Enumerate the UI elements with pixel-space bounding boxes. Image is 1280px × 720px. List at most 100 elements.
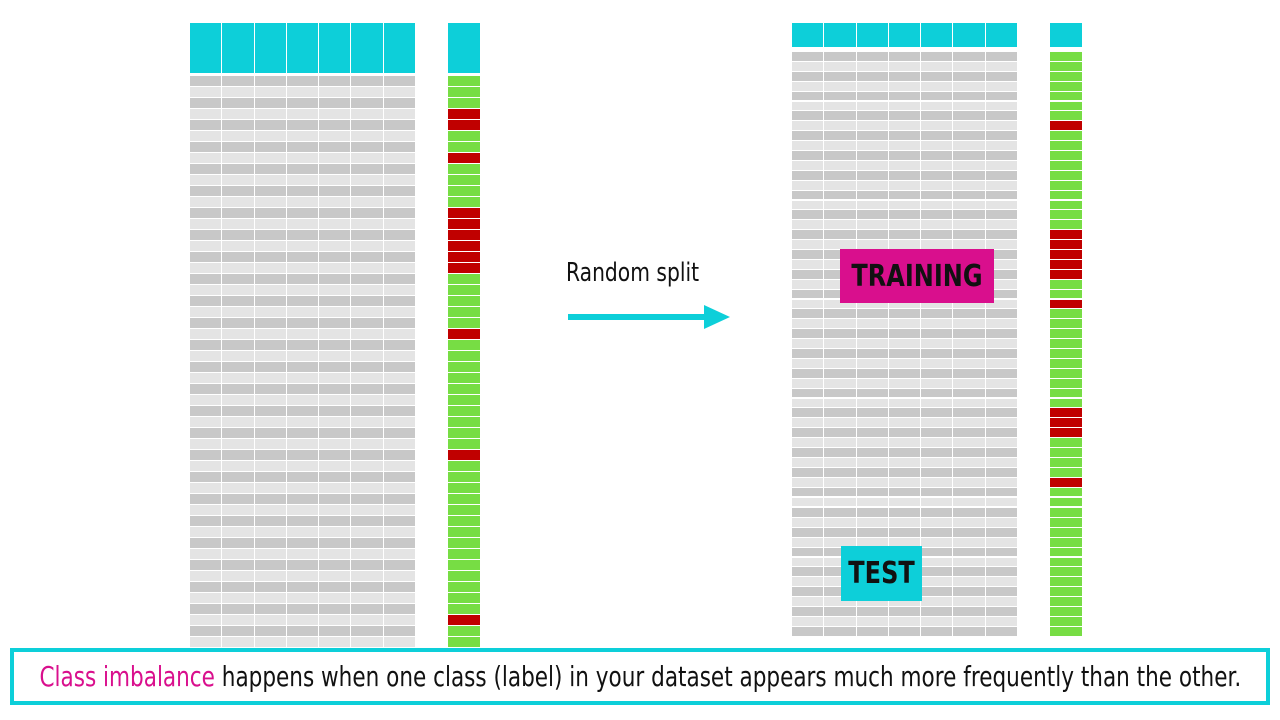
feature-cell (792, 616, 825, 627)
feature-cell (254, 241, 287, 252)
feature-cell (985, 121, 1018, 132)
feature-cell (286, 494, 320, 505)
feature-cell (824, 71, 857, 82)
feature-cell (351, 329, 384, 340)
feature-cell (351, 461, 384, 472)
feature-cell (856, 378, 889, 389)
feature-cell (985, 378, 1018, 389)
feature-cell (286, 560, 320, 571)
feature-cell (921, 309, 954, 320)
majority-label-cell (1050, 52, 1082, 62)
majority-label-cell (448, 406, 480, 417)
feature-cell (319, 274, 352, 285)
majority-label-cell (1050, 587, 1082, 598)
feature-cell (953, 597, 986, 607)
feature-cell (222, 560, 255, 571)
feature-cell (254, 142, 287, 153)
feature-cell (921, 428, 954, 439)
feature-cell (888, 597, 922, 607)
feature-cell (985, 428, 1018, 439)
header-cell (824, 23, 857, 47)
feature-cell (888, 368, 922, 379)
feature-cell (921, 200, 954, 211)
feature-cell (254, 560, 287, 571)
feature-cell (254, 219, 287, 230)
feature-cell (383, 307, 416, 318)
feature-cell (286, 384, 320, 395)
feature-cell (319, 461, 352, 472)
feature-cell (985, 111, 1018, 122)
feature-cell (222, 384, 255, 395)
feature-cell (222, 175, 255, 186)
feature-cell (856, 616, 889, 627)
majority-label-cell (1050, 61, 1082, 72)
feature-cell (792, 250, 825, 260)
feature-cell (190, 593, 223, 604)
feature-cell (286, 351, 320, 362)
feature-cell (351, 76, 384, 87)
feature-cell (190, 604, 223, 615)
feature-cell (856, 448, 889, 458)
feature-cell (351, 340, 384, 351)
feature-cell (254, 362, 287, 373)
majority-label-cell (448, 142, 480, 153)
majority-label-cell (1050, 577, 1082, 588)
feature-cell (383, 296, 416, 307)
feature-cell (319, 318, 352, 329)
feature-cell (856, 349, 889, 359)
feature-cell (222, 230, 255, 241)
feature-cell (824, 309, 857, 320)
feature-cell (383, 175, 416, 186)
feature-cell (351, 87, 384, 98)
feature-cell (953, 448, 986, 458)
feature-cell (190, 461, 223, 472)
feature-cell (286, 604, 320, 615)
majority-label-cell (1050, 151, 1082, 161)
feature-cell (953, 121, 986, 132)
feature-cell (351, 274, 384, 285)
majority-label-cell (448, 538, 480, 549)
feature-cell (254, 571, 287, 582)
feature-cell (921, 368, 954, 379)
feature-cell (286, 615, 320, 626)
feature-cell (985, 259, 1018, 270)
feature-cell (824, 398, 857, 409)
feature-cell (824, 408, 857, 419)
feature-cell (319, 406, 352, 417)
feature-cell (856, 230, 889, 241)
feature-cell (824, 349, 857, 359)
feature-cell (222, 120, 255, 131)
feature-cell (792, 329, 825, 340)
feature-cell (383, 263, 416, 274)
feature-cell (792, 477, 825, 488)
feature-cell (888, 626, 922, 637)
feature-cell (824, 597, 857, 607)
feature-cell (319, 384, 352, 395)
feature-cell (319, 219, 352, 230)
feature-cell (319, 549, 352, 560)
feature-cell (286, 406, 320, 417)
feature-cell (383, 142, 416, 153)
feature-cell (953, 170, 986, 181)
feature-cell (921, 497, 954, 508)
feature-cell (953, 358, 986, 369)
majority-label-cell (1050, 497, 1082, 508)
majority-label-cell (1050, 467, 1082, 478)
feature-cell (824, 607, 857, 617)
feature-cell (351, 582, 384, 593)
feature-cell (190, 340, 223, 351)
feature-cell (856, 160, 889, 171)
feature-cell (921, 448, 954, 458)
feature-cell (222, 274, 255, 285)
feature-cell (351, 571, 384, 582)
feature-cell (888, 170, 922, 181)
feature-cell (222, 362, 255, 373)
feature-cell (319, 494, 352, 505)
feature-cell (985, 418, 1018, 429)
feature-cell (921, 477, 954, 488)
feature-cell (383, 87, 416, 98)
feature-cell (792, 180, 825, 191)
feature-cell (222, 428, 255, 439)
majority-label-cell (448, 472, 480, 483)
feature-cell (254, 329, 287, 340)
